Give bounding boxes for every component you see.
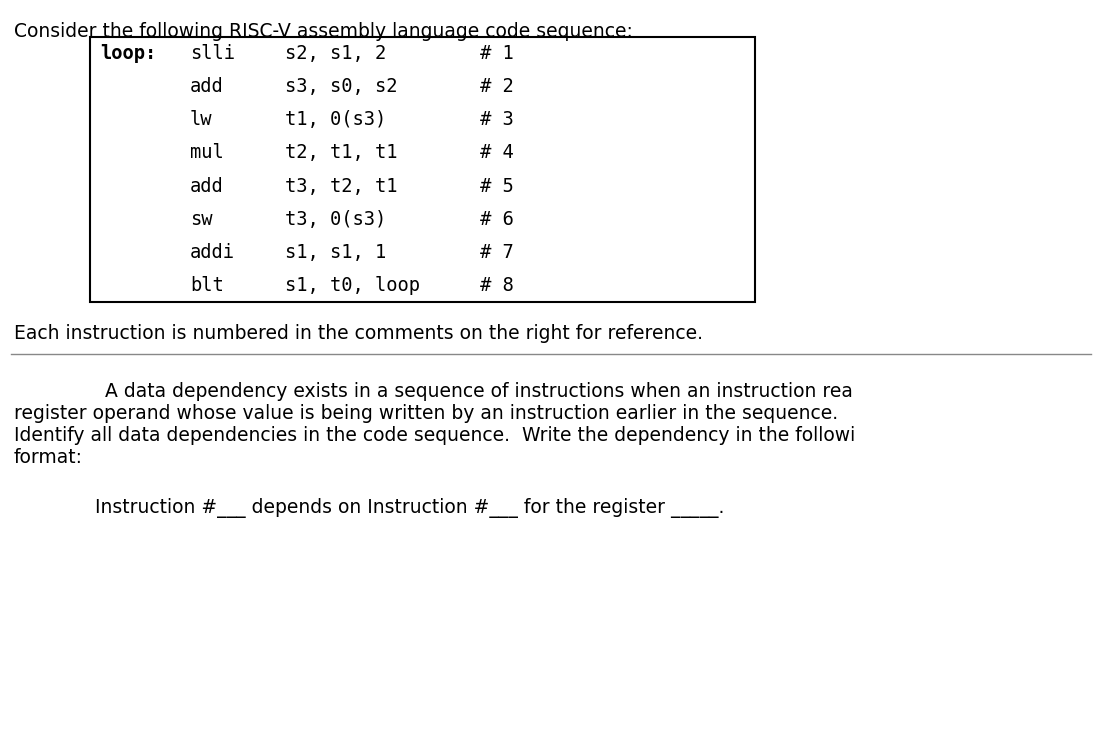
Text: sw: sw [190, 209, 213, 228]
Text: s1, s1, 1: s1, s1, 1 [285, 243, 386, 262]
Text: # 4: # 4 [480, 143, 514, 163]
Text: slli: slli [190, 44, 235, 63]
Text: # 7: # 7 [480, 243, 514, 262]
Text: t3, t2, t1: t3, t2, t1 [285, 176, 398, 195]
Text: format:: format: [14, 448, 83, 467]
Text: blt: blt [190, 276, 224, 295]
Text: s2, s1, 2: s2, s1, 2 [285, 44, 386, 63]
Text: t1, 0(s3): t1, 0(s3) [285, 111, 386, 130]
FancyBboxPatch shape [90, 37, 755, 302]
Text: Identify all data dependencies in the code sequence.  Write the dependency in th: Identify all data dependencies in the co… [14, 426, 855, 445]
Text: addi: addi [190, 243, 235, 262]
Text: t3, 0(s3): t3, 0(s3) [285, 209, 386, 228]
Text: t2, t1, t1: t2, t1, t1 [285, 143, 398, 163]
Text: loop:: loop: [100, 44, 156, 63]
Text: Each instruction is numbered in the comments on the right for reference.: Each instruction is numbered in the comm… [14, 324, 703, 343]
Text: # 1: # 1 [480, 44, 514, 63]
Text: # 5: # 5 [480, 176, 514, 195]
Text: add: add [190, 77, 224, 96]
Text: Consider the following RISC-V assembly language code sequence:: Consider the following RISC-V assembly l… [14, 22, 633, 41]
Text: s3, s0, s2: s3, s0, s2 [285, 77, 398, 96]
Text: # 6: # 6 [480, 209, 514, 228]
Text: register operand whose value is being written by an instruction earlier in the s: register operand whose value is being wr… [14, 404, 839, 423]
Text: lw: lw [190, 111, 213, 130]
Text: mul: mul [190, 143, 224, 163]
Text: # 2: # 2 [480, 77, 514, 96]
Text: Instruction #___ depends on Instruction #___ for the register _____.: Instruction #___ depends on Instruction … [95, 498, 724, 518]
Text: add: add [190, 176, 224, 195]
Text: s1, t0, loop: s1, t0, loop [285, 276, 420, 295]
Text: # 8: # 8 [480, 276, 514, 295]
Text: # 3: # 3 [480, 111, 514, 130]
Text: A data dependency exists in a sequence of instructions when an instruction rea: A data dependency exists in a sequence o… [105, 382, 853, 401]
